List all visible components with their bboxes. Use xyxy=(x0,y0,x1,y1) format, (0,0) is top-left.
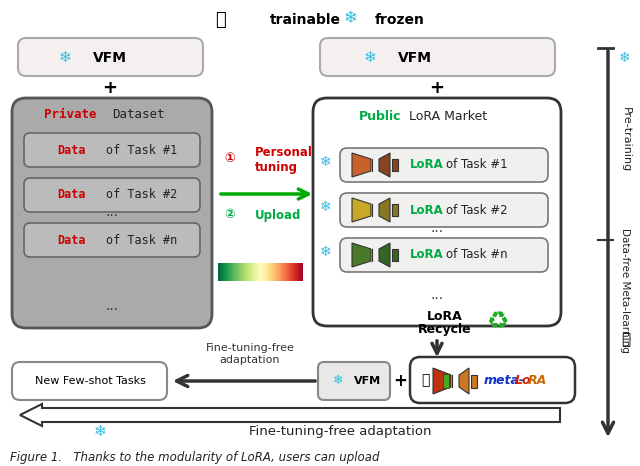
Text: ❄: ❄ xyxy=(320,245,332,259)
Text: LoRA: LoRA xyxy=(427,309,463,322)
Text: ②: ② xyxy=(225,208,236,221)
Text: LoRA: LoRA xyxy=(410,248,444,261)
Text: ...: ... xyxy=(106,205,118,219)
Text: meta-: meta- xyxy=(484,375,525,388)
Text: Dataset: Dataset xyxy=(112,109,164,122)
Text: Data: Data xyxy=(58,189,86,201)
Polygon shape xyxy=(459,368,469,394)
FancyArrow shape xyxy=(20,404,560,426)
Text: of Task #n: of Task #n xyxy=(106,233,178,247)
Text: ①: ① xyxy=(225,151,236,164)
Text: 🔥: 🔥 xyxy=(621,333,630,348)
Polygon shape xyxy=(379,153,390,177)
Text: Fine-tuning-free adaptation: Fine-tuning-free adaptation xyxy=(249,425,431,439)
FancyBboxPatch shape xyxy=(320,38,555,76)
FancyBboxPatch shape xyxy=(392,249,398,261)
Text: adaptation: adaptation xyxy=(220,355,280,365)
Text: Recycle: Recycle xyxy=(418,323,472,336)
Text: frozen: frozen xyxy=(375,13,425,27)
FancyBboxPatch shape xyxy=(24,223,200,257)
FancyBboxPatch shape xyxy=(313,98,561,326)
Text: Data-free Meta-learning: Data-free Meta-learning xyxy=(620,227,630,352)
Text: Pre-training: Pre-training xyxy=(621,107,631,172)
Text: ❄: ❄ xyxy=(59,49,72,64)
Polygon shape xyxy=(443,374,449,388)
Text: Figure 1.   Thanks to the modularity of LoRA, users can upload: Figure 1. Thanks to the modularity of Lo… xyxy=(10,451,380,464)
Text: ❄: ❄ xyxy=(619,51,631,65)
Text: 🔥: 🔥 xyxy=(421,373,429,387)
Text: ❄: ❄ xyxy=(320,200,332,214)
Polygon shape xyxy=(433,368,451,394)
Text: of Task #1: of Task #1 xyxy=(106,144,178,157)
Text: ❄: ❄ xyxy=(333,375,343,388)
FancyBboxPatch shape xyxy=(318,362,390,400)
Text: +: + xyxy=(102,79,118,97)
Text: LoRA: LoRA xyxy=(410,204,444,217)
Text: ❄: ❄ xyxy=(320,155,332,169)
Text: Upload: Upload xyxy=(255,208,301,221)
Text: of Task #n: of Task #n xyxy=(446,248,508,261)
Text: ♻: ♻ xyxy=(487,310,509,334)
FancyBboxPatch shape xyxy=(12,98,212,328)
Text: VFM: VFM xyxy=(93,51,127,65)
Text: of Task #1: of Task #1 xyxy=(446,158,508,171)
Text: VFM: VFM xyxy=(355,376,381,386)
Text: New Few-shot Tasks: New Few-shot Tasks xyxy=(35,376,145,386)
Text: trainable: trainable xyxy=(270,13,341,27)
Text: Private: Private xyxy=(44,109,96,122)
Polygon shape xyxy=(352,153,371,177)
Polygon shape xyxy=(352,243,371,267)
Text: Personal: Personal xyxy=(255,146,313,159)
FancyBboxPatch shape xyxy=(18,38,203,76)
FancyBboxPatch shape xyxy=(471,375,477,388)
Text: tuning: tuning xyxy=(255,160,298,173)
Text: Lo: Lo xyxy=(515,375,532,388)
Text: of Task #2: of Task #2 xyxy=(106,189,178,201)
FancyBboxPatch shape xyxy=(24,133,200,167)
Polygon shape xyxy=(379,198,390,222)
Text: ❄: ❄ xyxy=(364,49,376,64)
Text: of Task #2: of Task #2 xyxy=(446,204,508,217)
Text: LoRA: LoRA xyxy=(410,158,444,171)
Text: +: + xyxy=(393,372,407,390)
Text: Fine-tuning-free: Fine-tuning-free xyxy=(205,343,294,353)
Polygon shape xyxy=(352,198,371,222)
FancyBboxPatch shape xyxy=(410,357,575,403)
FancyBboxPatch shape xyxy=(392,159,398,171)
Text: LoRA Market: LoRA Market xyxy=(409,110,487,123)
Text: ...: ... xyxy=(106,299,118,313)
Text: 🔥: 🔥 xyxy=(214,11,225,29)
FancyBboxPatch shape xyxy=(340,193,548,227)
Text: ...: ... xyxy=(431,221,444,235)
Text: ❄: ❄ xyxy=(93,425,106,439)
FancyBboxPatch shape xyxy=(12,362,167,400)
Text: ❄: ❄ xyxy=(343,9,357,27)
Text: +: + xyxy=(429,79,445,97)
FancyBboxPatch shape xyxy=(24,178,200,212)
FancyBboxPatch shape xyxy=(340,148,548,182)
Text: RA: RA xyxy=(528,375,547,388)
Polygon shape xyxy=(379,243,390,267)
Text: Data: Data xyxy=(58,233,86,247)
Text: Data: Data xyxy=(58,144,86,157)
FancyBboxPatch shape xyxy=(392,204,398,216)
Text: ...: ... xyxy=(431,288,444,302)
Text: Public: Public xyxy=(359,110,401,123)
FancyBboxPatch shape xyxy=(340,238,548,272)
Text: VFM: VFM xyxy=(398,51,432,65)
